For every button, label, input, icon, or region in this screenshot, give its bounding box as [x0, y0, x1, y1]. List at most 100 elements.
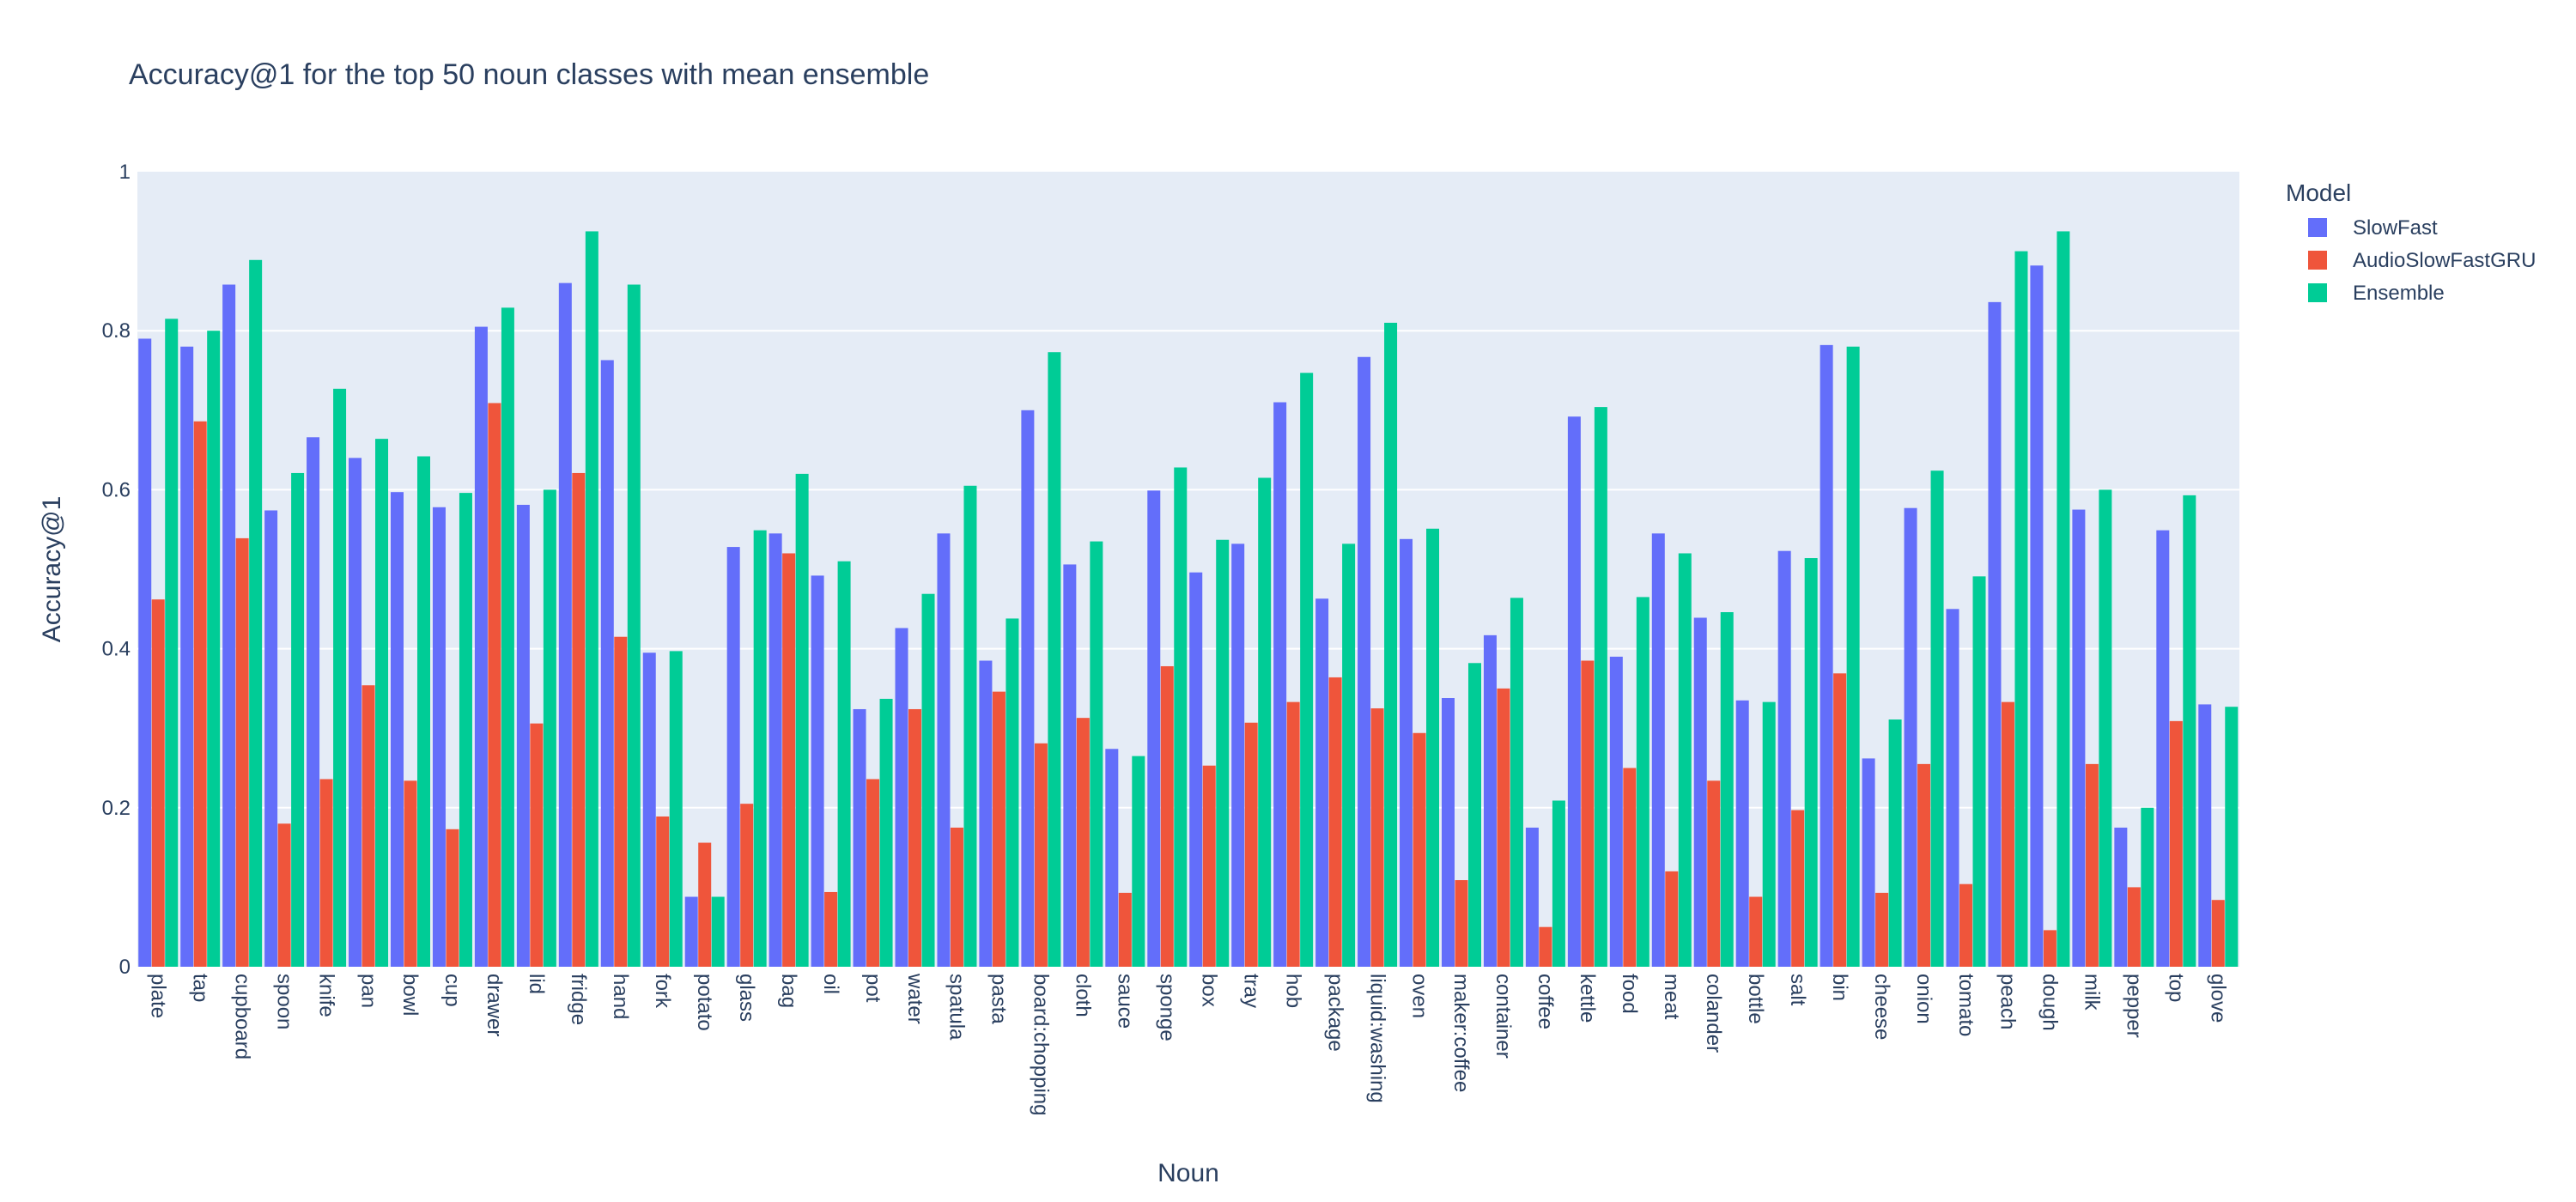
x-tick-label: pan	[356, 974, 380, 1008]
bar-audioslowfastgru-pan	[361, 685, 375, 967]
x-tick-label: kettle	[1576, 974, 1599, 1023]
x-axis-title: Noun	[1157, 1159, 1219, 1187]
legend-label: Ensemble	[2353, 282, 2445, 305]
bar-ensemble-colander	[1720, 612, 1734, 967]
x-tick-label: food	[1618, 974, 1641, 1014]
bar-ensemble-spoon	[291, 472, 305, 967]
y-tick-label: 0.4	[102, 638, 131, 661]
bar-ensemble-drawer	[501, 307, 514, 968]
bar-ensemble-pepper	[2141, 807, 2154, 967]
bar-ensemble-bottle	[1762, 701, 1776, 967]
bar-ensemble-pan	[375, 439, 389, 967]
bar-audioslowfastgru-glass	[740, 804, 754, 967]
bar-slowfast-top	[2156, 530, 2170, 967]
x-tick-label: peach	[1996, 974, 2020, 1029]
bar-slowfast-colander	[1693, 617, 1707, 967]
x-tick-label: package	[1323, 974, 1346, 1052]
bar-audioslowfastgru-cloth	[1076, 718, 1090, 967]
x-tick-label: milk	[2081, 974, 2104, 1011]
bar-slowfast-sauce	[1105, 749, 1119, 967]
bar-slowfast-hob	[1273, 402, 1287, 967]
x-tick-label: glass	[735, 974, 758, 1022]
bar-ensemble-salt	[1804, 558, 1818, 967]
x-tick-label: bottle	[1744, 974, 1767, 1024]
x-tick-label: cloth	[1072, 974, 1095, 1017]
bar-ensemble-fork	[669, 651, 683, 967]
bar-slowfast-spatula	[937, 533, 951, 967]
bar-ensemble-oil	[837, 561, 851, 967]
bar-audioslowfastgru-fridge	[572, 472, 586, 967]
bar-slowfast-coffee	[1525, 827, 1539, 967]
bar-ensemble-bag	[795, 473, 809, 967]
bar-slowfast-glove	[2198, 704, 2212, 967]
bar-ensemble-glove	[2225, 707, 2239, 967]
bar-ensemble-bowl	[416, 456, 430, 967]
bar-ensemble-sponge	[1174, 467, 1188, 967]
bar-audioslowfastgru-top	[2169, 720, 2183, 967]
legend-title: Model	[2286, 179, 2351, 206]
bar-ensemble-liquid-washing	[1384, 322, 1398, 967]
bar-audioslowfastgru-dough	[2043, 930, 2057, 967]
bar-slowfast-pepper	[2114, 827, 2128, 967]
bar-slowfast-pan	[349, 458, 362, 967]
bars	[138, 231, 2239, 968]
x-tick-label: dough	[2038, 974, 2062, 1031]
bar-audioslowfastgru-bag	[782, 553, 796, 967]
x-tick-label: spatula	[945, 974, 969, 1041]
bar-slowfast-liquid-washing	[1358, 356, 1371, 967]
bar-ensemble-kettle	[1594, 407, 1607, 968]
bar-slowfast-plate	[138, 338, 152, 968]
bar-ensemble-tap	[207, 331, 221, 967]
bar-audioslowfastgru-drawer	[488, 403, 501, 968]
bar-ensemble-knife	[333, 388, 347, 967]
bar-ensemble-cloth	[1090, 541, 1103, 967]
bar-ensemble-spatula	[963, 485, 977, 967]
bar-slowfast-dough	[2030, 265, 2044, 967]
bar-slowfast-food	[1609, 656, 1623, 967]
x-tick-label: bin	[1828, 974, 1851, 1001]
bar-ensemble-hob	[1300, 373, 1314, 967]
bar-slowfast-bottle	[1735, 700, 1749, 967]
bar-slowfast-drawer	[474, 326, 488, 967]
bar-slowfast-kettle	[1567, 416, 1581, 968]
bar-slowfast-milk	[2072, 509, 2086, 967]
bar-audioslowfastgru-bottle	[1749, 896, 1763, 967]
bar-ensemble-potato	[711, 896, 725, 967]
x-tick-label: coffee	[1534, 974, 1557, 1029]
legend-label: SlowFast	[2353, 216, 2438, 240]
bar-audioslowfastgru-hob	[1286, 701, 1300, 967]
bar-slowfast-potato	[684, 896, 698, 967]
bar-ensemble-container	[1510, 598, 1523, 967]
x-tick-label: water	[903, 973, 927, 1024]
bar-audioslowfastgru-onion	[1917, 763, 1931, 967]
bar-ensemble-oven	[1426, 528, 1440, 967]
legend-swatch	[2308, 251, 2327, 270]
bar-slowfast-spoon	[264, 510, 278, 967]
x-tick-label: box	[1197, 974, 1220, 1007]
bar-slowfast-tap	[180, 346, 194, 968]
x-tick-label: sponge	[1156, 974, 1179, 1041]
bar-audioslowfastgru-plate	[151, 599, 165, 967]
bar-slowfast-oil	[811, 575, 824, 967]
bar-ensemble-pot	[879, 698, 893, 967]
bar-ensemble-coffee	[1552, 800, 1565, 967]
x-tick-label: lid	[525, 974, 548, 994]
bar-audioslowfastgru-water	[908, 708, 922, 967]
x-tick-label: board:chopping	[1030, 974, 1053, 1115]
x-tick-label: pepper	[2123, 974, 2146, 1038]
bar-audioslowfastgru-tray	[1244, 722, 1258, 967]
bar-slowfast-container	[1483, 634, 1497, 967]
bar-slowfast-maker-coffee	[1441, 698, 1455, 967]
bar-slowfast-fork	[642, 653, 656, 967]
bar-audioslowfastgru-knife	[319, 779, 333, 967]
x-tick-label: cheese	[1870, 974, 1893, 1040]
bar-slowfast-lid	[516, 504, 530, 967]
x-tick-label: salt	[1786, 974, 1809, 1006]
x-tick-labels: plate tap cupboard spoon knife pan bowl cup draw…	[146, 973, 2229, 1115]
bar-ensemble-package	[1342, 543, 1356, 967]
bar-audioslowfastgru-food	[1623, 768, 1637, 967]
bar-ensemble-food	[1636, 597, 1649, 967]
bar-audioslowfastgru-pepper	[2127, 887, 2141, 967]
bar-slowfast-pot	[853, 708, 866, 967]
